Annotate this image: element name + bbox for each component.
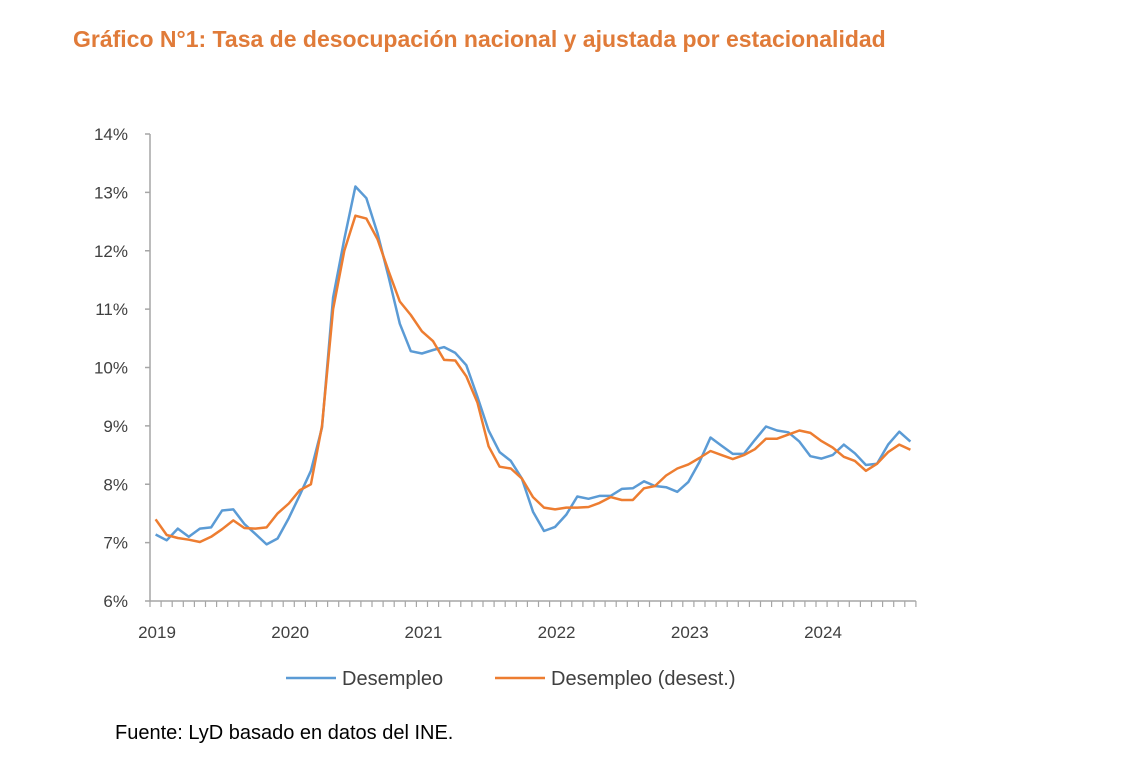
- series-line-desempleo: [155, 185, 912, 546]
- y-tick-label: 11%: [95, 300, 128, 319]
- legend-label: Desempleo: [342, 668, 443, 690]
- legend-label: Desempleo (desest.): [551, 668, 736, 690]
- y-tick-label: 13%: [94, 183, 128, 202]
- y-tick-label: 8%: [103, 475, 128, 494]
- x-tick-label: 2019: [138, 623, 176, 642]
- x-tick-label: 2022: [538, 623, 576, 642]
- y-tick-label: 14%: [94, 125, 128, 144]
- x-tick-label: 2020: [271, 623, 309, 642]
- x-tick-label: 2023: [671, 623, 709, 642]
- y-tick-label: 6%: [103, 592, 128, 611]
- x-tick-label: 2024: [804, 623, 842, 642]
- x-tick-label: 2021: [404, 623, 442, 642]
- source-note: Fuente: LyD basado en datos del INE.: [115, 722, 454, 744]
- series-line-desempleo-desest: [154, 214, 911, 544]
- y-tick-label: 12%: [94, 242, 128, 261]
- y-tick-label: 10%: [94, 359, 128, 378]
- chart-title: Gráfico N°1: Tasa de desocupación nacion…: [73, 26, 886, 52]
- y-tick-label: 9%: [103, 417, 128, 436]
- y-tick-label: 7%: [103, 534, 128, 553]
